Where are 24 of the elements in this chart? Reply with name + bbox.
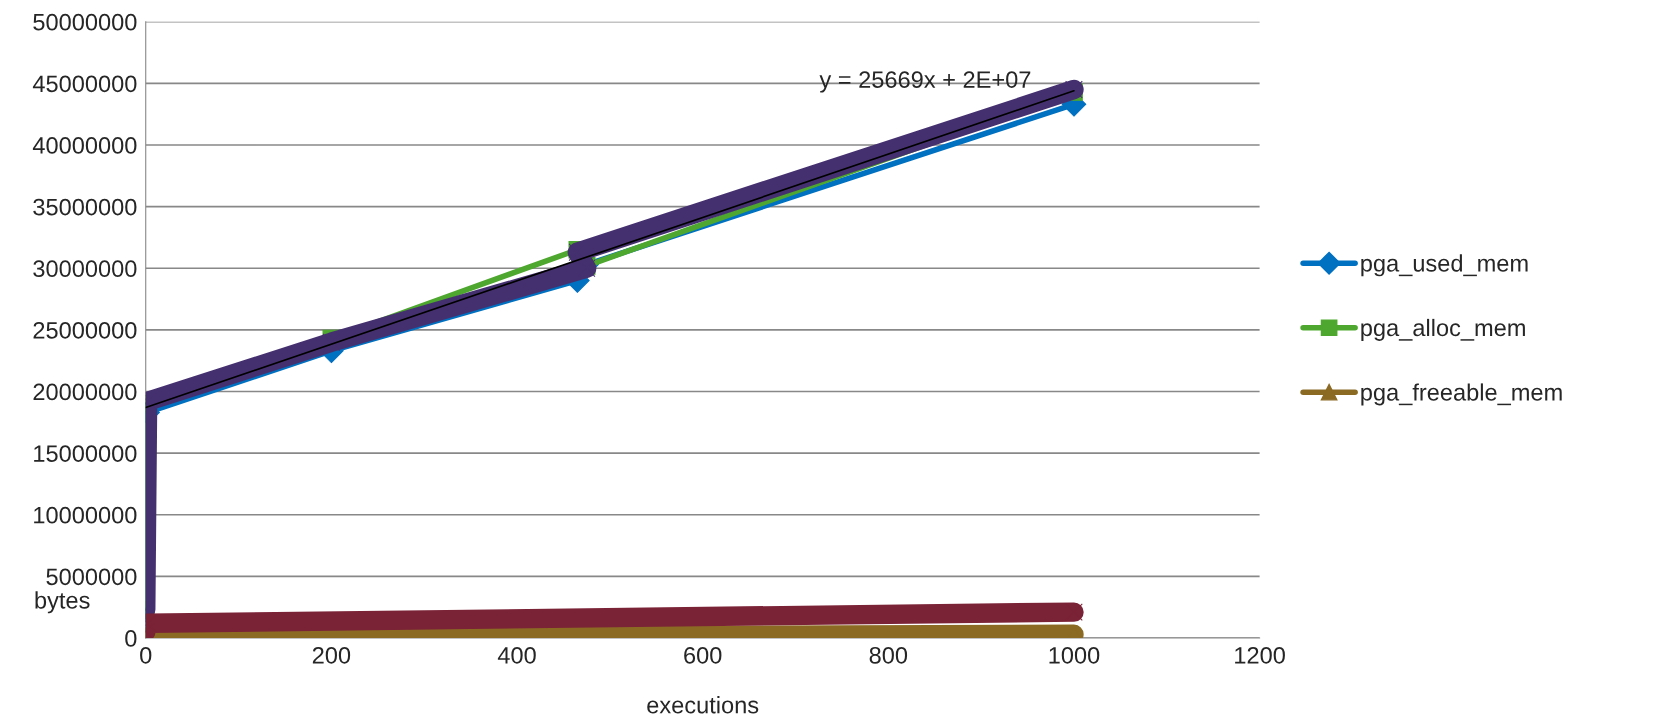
- x-tick-label: 600: [684, 646, 722, 664]
- legend-label: pga_used_mem: [1361, 254, 1528, 277]
- annotation: y = 25669x + 2E+07: [819, 71, 1031, 93]
- x-tick-label: 400: [497, 646, 536, 664]
- y-tick-label: 0: [125, 630, 137, 647]
- y-tick-label: 25000000: [33, 321, 137, 339]
- y-tick-label: 10000000: [34, 506, 137, 524]
- y-tick-label: 20000000: [33, 383, 137, 401]
- x-tick-label: 1200: [1235, 646, 1285, 664]
- x-tick-label: 1000: [1049, 646, 1100, 664]
- y-tick-label: 50000000: [33, 13, 137, 31]
- legend-label: pga_freeable_mem: [1361, 383, 1562, 406]
- y-tick-label: 30000000: [33, 260, 137, 278]
- legend-label: pga_alloc_mem: [1361, 318, 1525, 341]
- x-tick-label: 200: [312, 646, 351, 664]
- x-tick-label: 800: [869, 646, 908, 664]
- x-tick-label: 0: [140, 646, 152, 664]
- y-axis-title: bytes: [35, 591, 90, 614]
- y-tick-label: 40000000: [32, 137, 137, 154]
- x-axis-title: executions: [647, 696, 759, 714]
- y-tick-label: 35000000: [33, 198, 137, 216]
- y-tick-label: 45000000: [32, 75, 137, 93]
- y-tick-label: 5000000: [46, 568, 137, 586]
- y-tick-label: 15000000: [34, 445, 137, 462]
